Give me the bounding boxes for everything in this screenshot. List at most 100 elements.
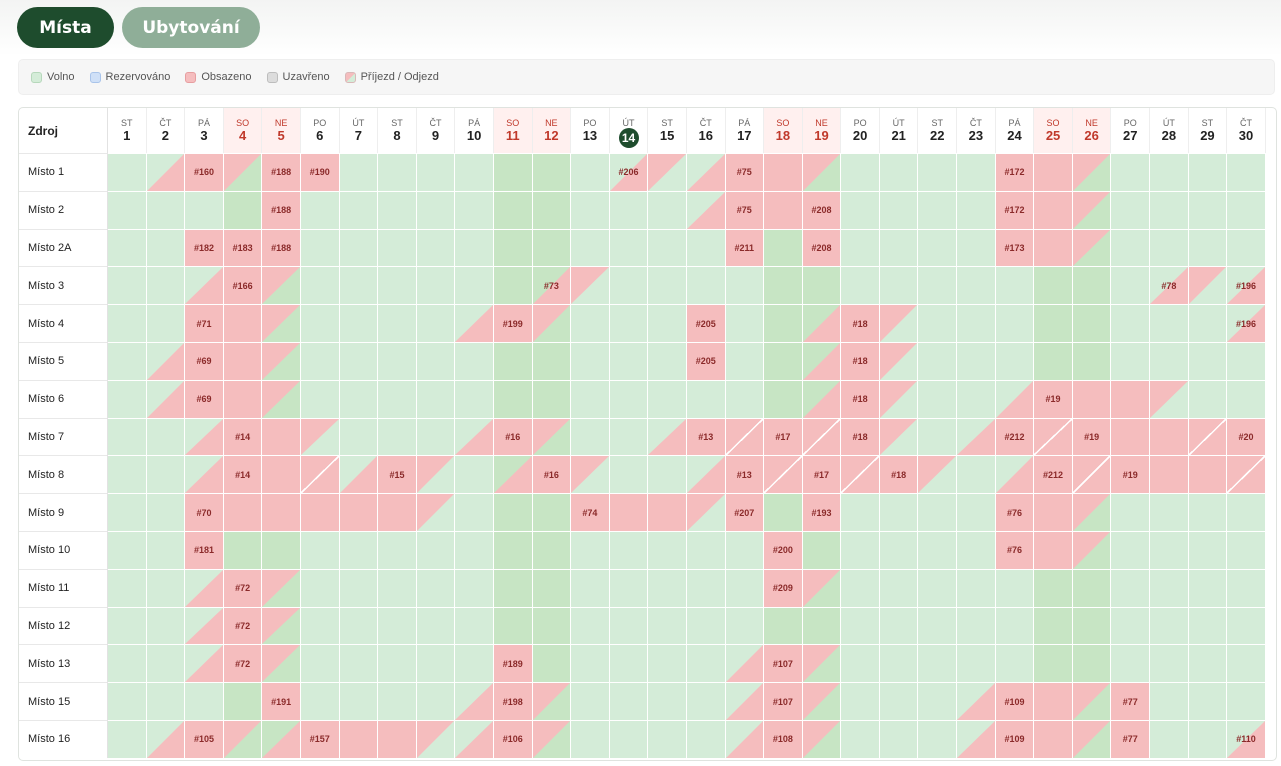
calendar-cell[interactable] bbox=[378, 304, 417, 342]
calendar-cell[interactable] bbox=[455, 304, 494, 342]
calendar-cell[interactable]: #172 bbox=[995, 190, 1035, 229]
calendar-cell[interactable] bbox=[339, 531, 379, 569]
calendar-cell[interactable] bbox=[995, 379, 1035, 418]
calendar-cell[interactable] bbox=[378, 493, 417, 531]
calendar-cell[interactable] bbox=[300, 606, 340, 645]
calendar-cell[interactable] bbox=[648, 568, 687, 607]
calendar-cell[interactable]: #105 bbox=[185, 720, 224, 758]
calendar-cell[interactable] bbox=[146, 568, 186, 607]
calendar-cell[interactable]: #18 bbox=[841, 417, 880, 456]
calendar-cell[interactable] bbox=[764, 455, 803, 494]
calendar-cell[interactable] bbox=[416, 644, 456, 683]
calendar-cell[interactable] bbox=[416, 417, 456, 456]
calendar-cell[interactable] bbox=[300, 568, 340, 607]
calendar-cell[interactable] bbox=[1188, 455, 1228, 494]
calendar-cell[interactable] bbox=[1072, 304, 1112, 342]
calendar-cell[interactable] bbox=[378, 266, 417, 305]
calendar-cell[interactable] bbox=[1188, 568, 1228, 607]
calendar-cell[interactable] bbox=[1034, 682, 1073, 720]
calendar-cell[interactable]: #209 bbox=[764, 568, 803, 607]
calendar-cell[interactable] bbox=[300, 304, 340, 342]
calendar-cell[interactable] bbox=[185, 266, 224, 305]
calendar-cell[interactable] bbox=[609, 644, 649, 683]
calendar-cell[interactable] bbox=[571, 568, 610, 607]
calendar-cell[interactable] bbox=[1034, 644, 1073, 683]
calendar-cell[interactable] bbox=[1188, 153, 1228, 191]
calendar-cell[interactable]: #74 bbox=[571, 493, 610, 531]
calendar-cell[interactable] bbox=[185, 455, 224, 494]
calendar-cell[interactable] bbox=[223, 531, 263, 569]
calendar-cell[interactable] bbox=[686, 493, 726, 531]
calendar-cell[interactable] bbox=[223, 190, 263, 229]
calendar-cell[interactable] bbox=[725, 417, 765, 456]
calendar-cell[interactable] bbox=[455, 682, 494, 720]
calendar-cell[interactable] bbox=[339, 493, 379, 531]
calendar-cell[interactable] bbox=[532, 228, 572, 267]
calendar-cell[interactable] bbox=[108, 682, 147, 720]
calendar-cell[interactable] bbox=[1188, 228, 1228, 267]
calendar-cell[interactable] bbox=[918, 644, 958, 683]
calendar-cell[interactable] bbox=[455, 493, 494, 531]
calendar-cell[interactable] bbox=[918, 379, 958, 418]
calendar-cell[interactable]: #211 bbox=[725, 228, 765, 267]
calendar-cell[interactable] bbox=[146, 644, 186, 683]
calendar-cell[interactable] bbox=[1227, 379, 1266, 418]
calendar-cell[interactable] bbox=[416, 682, 456, 720]
calendar-cell[interactable] bbox=[686, 190, 726, 229]
calendar-cell[interactable]: #208 bbox=[802, 228, 842, 267]
calendar-cell[interactable] bbox=[108, 417, 147, 456]
calendar-cell[interactable]: #207 bbox=[725, 493, 765, 531]
calendar-cell[interactable] bbox=[995, 568, 1035, 607]
calendar-cell[interactable]: #190 bbox=[300, 153, 340, 191]
calendar-cell[interactable]: #173 bbox=[995, 228, 1035, 267]
calendar-cell[interactable] bbox=[493, 455, 533, 494]
calendar-cell[interactable]: #18 bbox=[841, 379, 880, 418]
calendar-cell[interactable] bbox=[841, 606, 880, 645]
calendar-cell[interactable]: #77 bbox=[1111, 720, 1151, 758]
calendar-cell[interactable] bbox=[918, 720, 958, 758]
calendar-cell[interactable] bbox=[532, 720, 572, 758]
calendar-cell[interactable] bbox=[1188, 720, 1228, 758]
calendar-cell[interactable] bbox=[802, 266, 842, 305]
calendar-cell[interactable] bbox=[648, 720, 687, 758]
calendar-cell[interactable] bbox=[648, 304, 687, 342]
calendar-cell[interactable] bbox=[108, 720, 147, 758]
calendar-cell[interactable]: #72 bbox=[223, 644, 263, 683]
calendar-cell[interactable] bbox=[300, 342, 340, 380]
calendar-cell[interactable] bbox=[146, 228, 186, 267]
calendar-cell[interactable] bbox=[725, 682, 765, 720]
calendar-cell[interactable] bbox=[571, 304, 610, 342]
calendar-cell[interactable] bbox=[764, 493, 803, 531]
calendar-cell[interactable]: #208 bbox=[802, 190, 842, 229]
calendar-cell[interactable] bbox=[416, 606, 456, 645]
calendar-cell[interactable] bbox=[957, 228, 996, 267]
calendar-cell[interactable] bbox=[648, 417, 687, 456]
calendar-cell[interactable] bbox=[995, 304, 1035, 342]
calendar-cell[interactable] bbox=[108, 379, 147, 418]
calendar-cell[interactable] bbox=[1150, 190, 1189, 229]
calendar-cell[interactable]: #193 bbox=[802, 493, 842, 531]
calendar-cell[interactable] bbox=[493, 342, 533, 380]
calendar-cell[interactable] bbox=[1150, 342, 1189, 380]
calendar-cell[interactable] bbox=[108, 153, 147, 191]
calendar-cell[interactable] bbox=[957, 417, 996, 456]
calendar-cell[interactable] bbox=[455, 228, 494, 267]
calendar-cell[interactable] bbox=[1188, 417, 1228, 456]
calendar-cell[interactable]: #212 bbox=[1034, 455, 1073, 494]
calendar-cell[interactable] bbox=[455, 455, 494, 494]
calendar-cell[interactable] bbox=[1111, 153, 1151, 191]
calendar-cell[interactable] bbox=[146, 417, 186, 456]
calendar-cell[interactable]: #13 bbox=[686, 417, 726, 456]
calendar-cell[interactable]: #110 bbox=[1227, 720, 1266, 758]
calendar-cell[interactable] bbox=[416, 342, 456, 380]
calendar-cell[interactable]: #191 bbox=[262, 682, 301, 720]
calendar-cell[interactable] bbox=[1188, 644, 1228, 683]
calendar-cell[interactable] bbox=[300, 190, 340, 229]
calendar-cell[interactable] bbox=[378, 531, 417, 569]
calendar-cell[interactable] bbox=[1150, 417, 1189, 456]
calendar-cell[interactable] bbox=[378, 682, 417, 720]
calendar-cell[interactable] bbox=[108, 266, 147, 305]
calendar-cell[interactable]: #75 bbox=[725, 190, 765, 229]
calendar-cell[interactable] bbox=[1034, 417, 1073, 456]
calendar-cell[interactable] bbox=[1150, 153, 1189, 191]
